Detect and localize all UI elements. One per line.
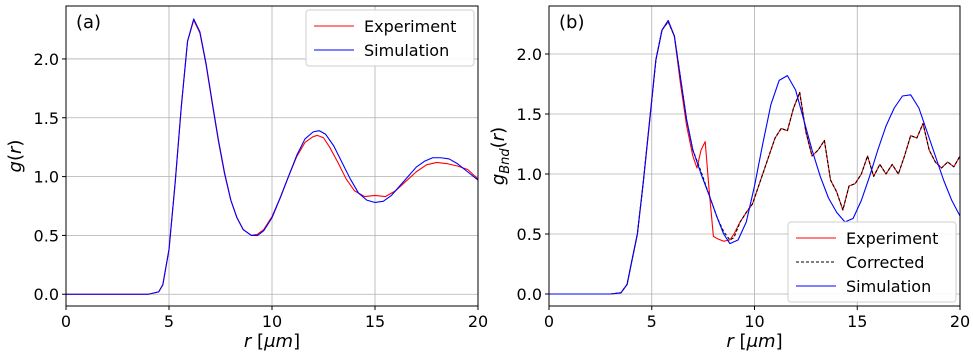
x-tick-label: 15 [365,312,385,331]
y-tick-label: 0.0 [34,285,59,304]
y-tick-label: 1.5 [517,105,542,124]
x-tick-label: 5 [647,312,657,331]
x-tick-label: 0 [61,312,71,331]
y-tick-label: 2.0 [34,50,59,69]
legend-label-simulation: Simulation [846,277,931,296]
y-tick-label: 0.5 [34,226,59,245]
y-tick-label: 0.5 [517,225,542,244]
legend-label-corrected: Corrected [846,253,924,272]
legend: Experiment Corrected Simulation [787,221,957,303]
panel-a: 0 5 10 15 20 0.0 0.5 1.0 1.5 2.0 r [μm] g(r) (a) Expe… [5,5,488,352]
series-line-corrected [549,21,960,295]
legend-box [305,9,475,67]
panel-label: (a) [76,12,101,33]
series-line-simulation [66,18,478,295]
y-tick-label: 1.0 [34,168,59,187]
y-tick-label: 1.5 [34,109,59,128]
y-tick-label: 0.0 [517,285,542,304]
x-tick-label: 5 [164,312,174,331]
y-axis-label: g(r) [5,140,26,173]
y-axis-label: gBnd(r) [488,127,513,185]
x-axis-label: r [μm] [244,331,300,352]
x-axis-label: r [μm] [726,331,782,352]
legend-label-experiment: Experiment [364,17,456,36]
legend-box [787,221,957,303]
x-tick-label: 20 [950,312,970,331]
legend: Experiment Simulation [305,9,475,67]
x-tick-label: 15 [847,312,867,331]
panel-label: (b) [559,12,584,33]
y-tick-label: 2.0 [517,45,542,64]
x-tick-label: 10 [262,312,282,331]
legend-label-simulation: Simulation [364,41,449,60]
panel-b: 0 5 10 15 20 0.0 0.5 1.0 1.5 2.0 r [μm] gBnd(r) (b) E… [488,5,970,352]
series-line-simulation [549,19,960,295]
x-tick-label: 20 [468,312,488,331]
x-tick-label: 0 [544,312,554,331]
x-tick-label: 10 [744,312,764,331]
y-tick-label: 1.0 [517,165,542,184]
legend-label-experiment: Experiment [846,229,938,248]
